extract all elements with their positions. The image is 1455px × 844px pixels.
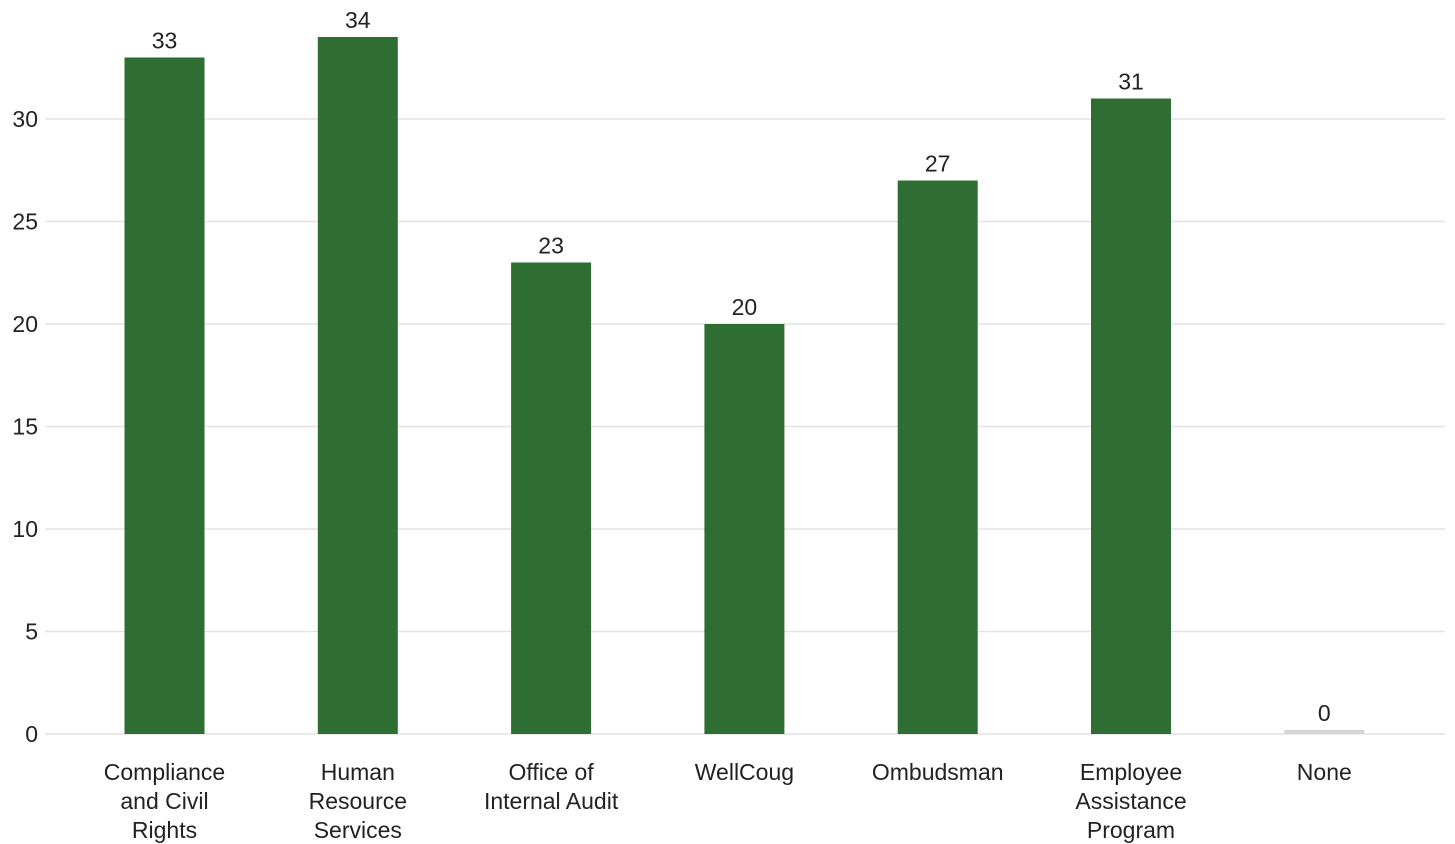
bar[interactable] bbox=[1284, 730, 1365, 734]
bar[interactable] bbox=[897, 180, 978, 735]
category-label-line: Program bbox=[1087, 817, 1175, 843]
bar[interactable] bbox=[317, 37, 398, 734]
category-label: Human Resource Services bbox=[309, 759, 407, 843]
bar[interactable] bbox=[124, 57, 205, 735]
y-tick-label: 5 bbox=[25, 619, 38, 645]
category-label: None bbox=[1297, 759, 1352, 785]
category-label: Ombudsman bbox=[872, 759, 1004, 785]
bar-value-label: 34 bbox=[345, 7, 371, 33]
category-label-line: Office of bbox=[508, 759, 594, 785]
bar[interactable] bbox=[704, 324, 785, 734]
bar[interactable] bbox=[1091, 98, 1171, 735]
bars bbox=[124, 37, 1365, 735]
bar-value-label: 0 bbox=[1318, 700, 1331, 726]
x-axis-categories: Compliance and Civil Rights Human Resource Se… bbox=[104, 759, 1352, 843]
category-label-line: Assistance bbox=[1075, 788, 1186, 814]
bar-value-label: 31 bbox=[1118, 69, 1144, 95]
category-label-line: Resource bbox=[309, 788, 407, 814]
y-tick-label: 30 bbox=[12, 106, 38, 132]
y-axis-ticks: 0 5 10 15 20 25 30 bbox=[12, 106, 38, 747]
category-label-line: None bbox=[1297, 759, 1352, 785]
category-label: Employee Assistance Program bbox=[1075, 759, 1186, 843]
y-tick-label: 15 bbox=[12, 414, 38, 440]
bar-value-label: 33 bbox=[152, 28, 178, 54]
category-label: Office of Internal Audit bbox=[484, 759, 619, 814]
y-tick-label: 20 bbox=[12, 311, 38, 337]
category-label-line: Rights bbox=[132, 817, 197, 843]
category-label: Compliance and Civil Rights bbox=[104, 759, 225, 843]
category-label-line: Ombudsman bbox=[872, 759, 1004, 785]
category-label-line: Internal Audit bbox=[484, 788, 619, 814]
category-label-line: Services bbox=[314, 817, 402, 843]
bar-value-label: 23 bbox=[538, 233, 564, 259]
y-tick-label: 0 bbox=[25, 721, 38, 747]
bar-value-label: 27 bbox=[925, 151, 951, 177]
y-tick-label: 10 bbox=[12, 516, 38, 542]
bar[interactable] bbox=[511, 262, 592, 735]
bar-value-label: 20 bbox=[732, 294, 758, 320]
value-labels: 33 34 23 20 27 31 0 bbox=[152, 7, 1331, 726]
category-label: WellCoug bbox=[695, 759, 794, 785]
category-label-line: WellCoug bbox=[695, 759, 794, 785]
category-label-line: Compliance bbox=[104, 759, 225, 785]
category-label-line: Employee bbox=[1080, 759, 1182, 785]
category-label-line: Human bbox=[321, 759, 395, 785]
category-label-line: and Civil bbox=[120, 788, 208, 814]
y-tick-label: 25 bbox=[12, 209, 38, 235]
